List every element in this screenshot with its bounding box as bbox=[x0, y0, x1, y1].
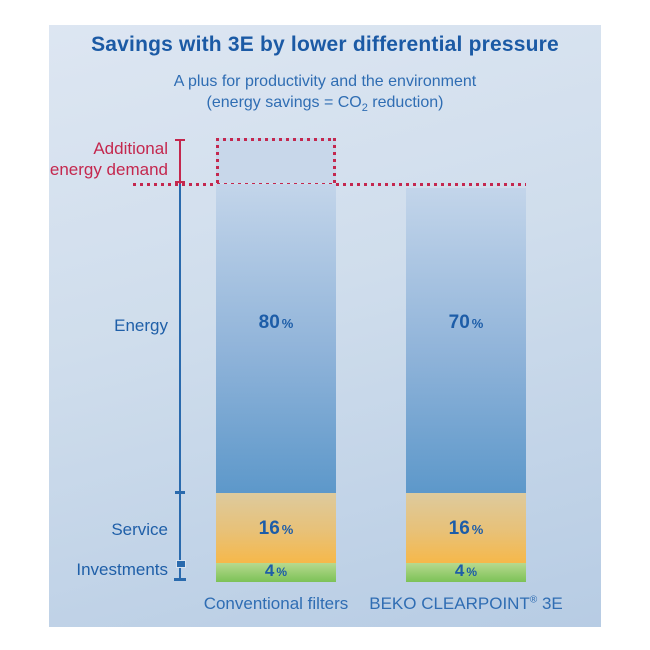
category-label-beko-clearpoint-3e: BEKO CLEARPOINT® 3E bbox=[366, 594, 566, 614]
bar-conventional-investments-segment bbox=[216, 563, 336, 582]
annotation-label-line1: Additional bbox=[93, 139, 168, 158]
segment-label-energy: Energy bbox=[114, 316, 168, 335]
category-label-conventional-filters: Conventional filters bbox=[203, 594, 349, 613]
value-number: 4 bbox=[454, 561, 465, 580]
value-number: 70 bbox=[448, 312, 470, 333]
bar-clearpoint-service-segment bbox=[406, 493, 526, 563]
bar-clearpoint-investments-segment bbox=[406, 563, 526, 582]
additional-demand-box-border-left bbox=[216, 138, 219, 184]
subtitle-line2-prefix: (energy savings = CO bbox=[206, 94, 362, 111]
value-clearpoint-investments: 4% bbox=[406, 561, 526, 581]
value-number: 80 bbox=[258, 312, 280, 333]
axis-tick-service-investments bbox=[176, 560, 186, 568]
axis-tick-energy-service bbox=[175, 491, 185, 494]
chart-title: Savings with 3E by lower differential pr… bbox=[91, 33, 559, 56]
annotation-label-additional-energy-demand: Additional energy demand bbox=[49, 138, 168, 180]
chart-subtitle-line1: A plus for productivity and the environm… bbox=[173, 73, 477, 90]
value-conventional-service: 16% bbox=[216, 518, 336, 540]
registered-trademark-symbol: ® bbox=[529, 594, 538, 606]
value-number: 16 bbox=[258, 518, 280, 539]
brand-suffix: 3E bbox=[537, 594, 563, 613]
value-number: 16 bbox=[448, 518, 470, 539]
bar-conventional-service-segment bbox=[216, 493, 336, 563]
chart-subtitle-line2: (energy savings = CO2 reduction) bbox=[49, 94, 601, 114]
annotation-label-line2: energy demand bbox=[49, 160, 168, 179]
additional-demand-box-fill bbox=[216, 138, 336, 183]
percent-sign: % bbox=[281, 522, 294, 537]
value-conventional-energy: 80% bbox=[216, 312, 336, 334]
percent-sign: % bbox=[466, 565, 478, 579]
segment-label-service: Service bbox=[111, 520, 168, 539]
value-conventional-investments: 4% bbox=[216, 561, 336, 581]
segment-label-investments: Investments bbox=[76, 560, 168, 579]
value-number: 4 bbox=[264, 561, 275, 580]
percent-sign: % bbox=[281, 316, 294, 331]
subtitle-line2-suffix: reduction) bbox=[367, 94, 444, 111]
additional-demand-box-border-right bbox=[333, 138, 336, 184]
percent-sign: % bbox=[471, 522, 484, 537]
bar-clearpoint-energy-segment bbox=[406, 188, 526, 493]
axis-end-cap bbox=[174, 578, 186, 581]
additional-demand-bracket-cap-top bbox=[175, 139, 185, 141]
bar-conventional-energy-segment bbox=[216, 184, 336, 493]
axis-line bbox=[179, 184, 181, 580]
percent-sign: % bbox=[471, 316, 484, 331]
additional-demand-bracket-cap-bottom bbox=[175, 181, 185, 183]
value-clearpoint-service: 16% bbox=[406, 518, 526, 540]
co2-subscript: 2 bbox=[361, 102, 368, 115]
additional-demand-bracket-line bbox=[179, 139, 181, 184]
percent-sign: % bbox=[276, 565, 288, 579]
brand-name: BEKO CLEARPOINT bbox=[369, 594, 530, 613]
value-clearpoint-energy: 70% bbox=[406, 312, 526, 334]
additional-demand-box-border-top bbox=[216, 138, 336, 141]
